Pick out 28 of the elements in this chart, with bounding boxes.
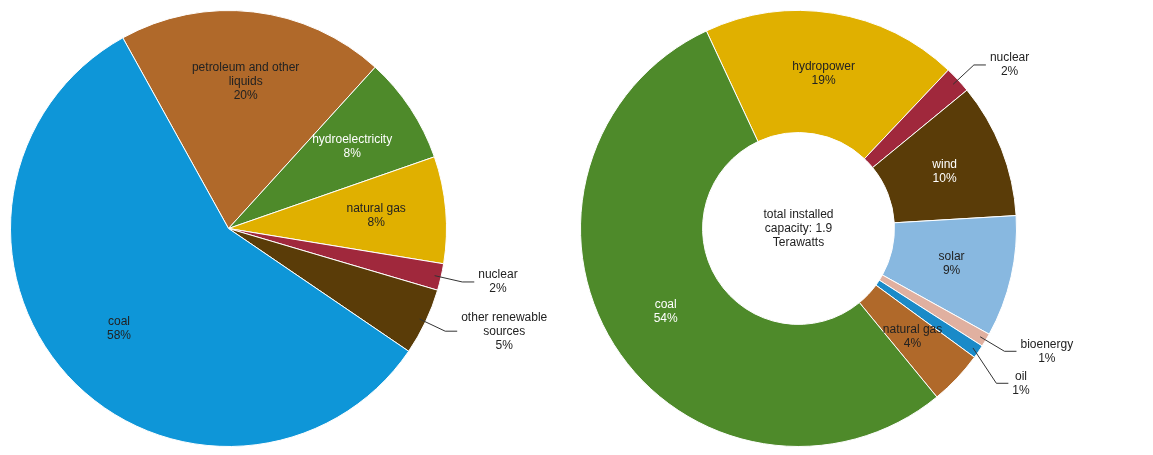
- data-label: 4%: [903, 335, 922, 350]
- data-label: 8%: [367, 215, 386, 230]
- data-label: 5%: [495, 337, 514, 352]
- data-label: 9%: [942, 262, 961, 277]
- data-label: 20%: [233, 87, 258, 102]
- slice-label: hydroelectricity: [312, 132, 393, 147]
- slice-label: hydropower: [792, 58, 855, 73]
- data-label: 8%: [343, 146, 362, 161]
- slice-label: oil: [1015, 368, 1028, 383]
- slice-label: coal: [654, 297, 677, 312]
- data-label: 1%: [1012, 382, 1031, 397]
- slice-label: nuclear: [989, 50, 1030, 65]
- slice-label: solar: [938, 248, 965, 263]
- slice-label: nuclear: [478, 267, 518, 282]
- data-label: 54%: [653, 311, 679, 326]
- slice-label: petroleum and other liquids: [191, 59, 300, 88]
- data-label: 1%: [1038, 350, 1056, 365]
- data-label: 2%: [489, 281, 507, 296]
- text: total installed capacity: 1.9 Terawatts: [763, 206, 834, 249]
- slice-label: natural gas: [346, 201, 406, 216]
- slice-label: bioenergy: [1020, 336, 1074, 351]
- slice-label: other renewable sources: [461, 309, 548, 338]
- data-label: 2%: [1000, 64, 1019, 79]
- data-label: 19%: [811, 72, 836, 87]
- data-label: 10%: [932, 170, 957, 185]
- slice-label: wind: [931, 156, 957, 171]
- slice-label: coal: [107, 313, 130, 328]
- data-label: 58%: [106, 327, 132, 342]
